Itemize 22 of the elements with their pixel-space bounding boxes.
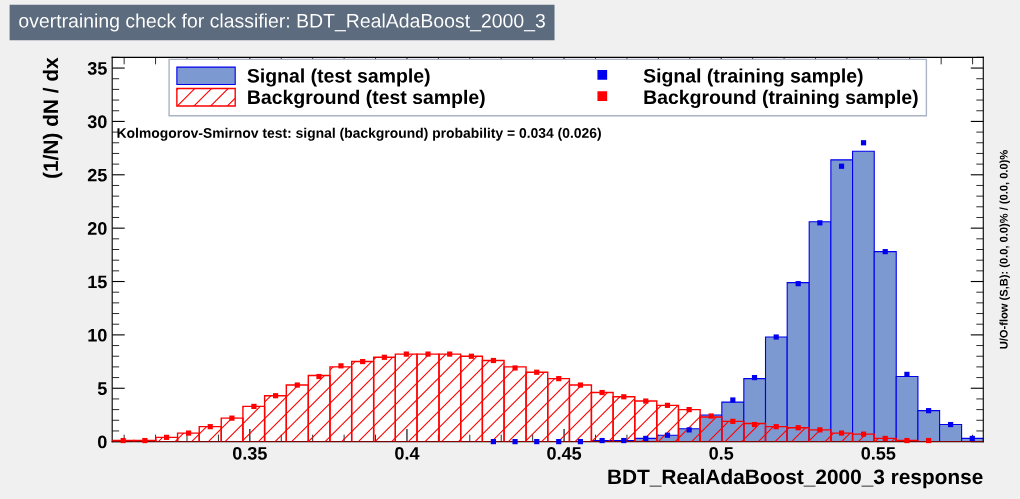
- text: U/O-flow (S,B): (0.0, 0.0)% / (0.0, 0.0)%: [999, 150, 1010, 349]
- y-tick-label: 0: [98, 435, 107, 449]
- y-axis-title: (1/N) dN / dx: [42, 57, 63, 178]
- legend-label: Signal (test sample): [247, 68, 430, 87]
- y-tick-label: 5: [97, 382, 107, 395]
- y-tick-label: 30: [87, 115, 107, 129]
- legend-label: Signal (training sample): [643, 68, 863, 87]
- chart-title: overtraining check for classifier: BDT_RealAdaBoost_2000_3: [19, 13, 545, 32]
- x-tick-label: 0.4: [395, 446, 420, 460]
- x-tick-label: 0.5: [709, 446, 734, 460]
- y-tick-label: 15: [88, 275, 107, 289]
- x-axis-title: BDT_RealAdaBoost_2000_3 response: [608, 468, 983, 489]
- legend-label: Background (test sample): [248, 89, 485, 109]
- legend-label: Background (training sample): [644, 89, 918, 109]
- y-tick-label: 10: [88, 328, 107, 342]
- x-tick-label: 0.35: [232, 446, 267, 460]
- y-tick-label: 25: [87, 168, 107, 182]
- x-tick-label: 0.45: [547, 446, 582, 460]
- y-tick-label: 35: [87, 61, 107, 75]
- annotation: Kolmogorov-Smirnov test: signal (background) probability = 0.034 (0.026): [117, 127, 601, 141]
- y-tick-label: 20: [87, 222, 107, 235]
- x-tick-label: 0.55: [861, 446, 896, 460]
